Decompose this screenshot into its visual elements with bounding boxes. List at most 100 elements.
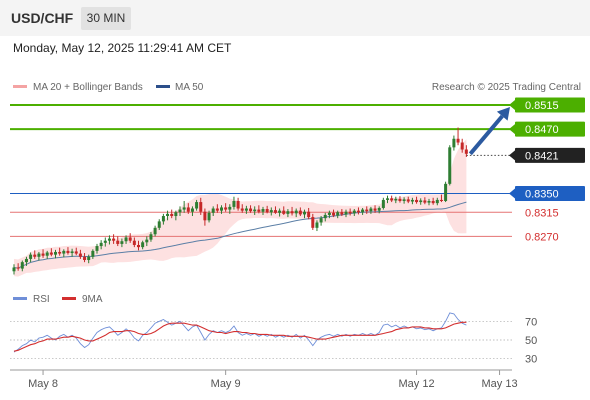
candle-body xyxy=(20,262,24,269)
candle-body xyxy=(419,200,423,203)
candle-body xyxy=(153,227,157,235)
candle-body xyxy=(377,207,381,211)
candle-body xyxy=(340,212,344,215)
candle-body xyxy=(74,251,78,254)
candle-body xyxy=(452,138,456,148)
ma50-legend-swatch xyxy=(156,85,170,88)
level-label-pointer-0.8421 xyxy=(509,150,515,161)
candle-body xyxy=(66,250,70,254)
candle-body xyxy=(307,211,311,218)
candle-body xyxy=(186,207,190,212)
moving-averages xyxy=(13,201,467,269)
candle-body xyxy=(137,244,140,248)
candle-body xyxy=(439,199,443,201)
forecast-arrow xyxy=(468,106,510,156)
level-label-pointer-0.8350 xyxy=(509,188,515,199)
candle-body xyxy=(170,213,174,217)
candle-body xyxy=(62,250,66,254)
candle-body xyxy=(406,199,410,202)
candle-body xyxy=(132,240,136,245)
candle-body xyxy=(298,210,302,215)
candle-body xyxy=(120,241,124,244)
candle-body xyxy=(460,142,464,150)
candle-body xyxy=(116,240,120,244)
candle-body xyxy=(386,198,389,200)
ma50-line xyxy=(13,201,467,269)
rsi-panel: 70 50 30 xyxy=(10,312,537,366)
candle-body xyxy=(244,208,248,211)
candle-body xyxy=(356,210,360,213)
bollinger-band xyxy=(14,139,467,277)
level-label-pointer-0.8470 xyxy=(509,124,515,135)
candle-body xyxy=(311,217,315,228)
candle-body xyxy=(273,210,277,213)
rsi-tick-70: 70 xyxy=(525,316,537,328)
x-tick-label: May 9 xyxy=(211,378,241,390)
candle-body xyxy=(24,258,28,263)
toolbar: USD/CHF 30 MIN xyxy=(0,0,590,36)
rsi-legend: RSI 9MA xyxy=(13,294,103,305)
candle-body xyxy=(369,208,373,212)
candle-body xyxy=(228,206,232,210)
timeframe-button[interactable]: 30 MIN xyxy=(81,7,131,30)
candle-body xyxy=(427,200,431,203)
rsi-ma-legend-swatch xyxy=(62,297,76,300)
candle-body xyxy=(336,212,340,216)
candle-body xyxy=(182,207,186,210)
rsi-tick-50: 50 xyxy=(525,335,537,347)
candle-body xyxy=(37,253,41,257)
candle-body xyxy=(261,209,265,212)
candle-body xyxy=(431,200,435,204)
candle-body xyxy=(282,210,286,214)
forecast-arrow-shaft xyxy=(468,114,504,156)
candle-body xyxy=(456,138,460,143)
candle-body xyxy=(220,207,223,211)
candle-body xyxy=(33,254,37,257)
candle-body xyxy=(269,210,273,213)
candle-body xyxy=(49,252,53,255)
level-label-pointer-0.8515 xyxy=(509,99,515,110)
candle-body xyxy=(83,256,87,261)
candle-body xyxy=(240,208,244,211)
candle-body xyxy=(145,239,149,243)
candle-body xyxy=(286,211,290,214)
candle-body xyxy=(41,253,45,256)
candle-body xyxy=(352,210,356,214)
candle-body xyxy=(107,238,111,241)
candle-body xyxy=(361,209,365,213)
candle-body xyxy=(323,214,327,219)
level-label-0.8315: 0.8315 xyxy=(525,207,559,219)
candle-body xyxy=(253,209,257,212)
candle-body xyxy=(95,246,99,251)
bb-legend-swatch xyxy=(13,85,27,88)
rsi-series-rsi xyxy=(13,312,467,353)
x-axis: May 8 May 9 May 12 May 13 xyxy=(28,370,518,390)
level-label-0.8515: 0.8515 xyxy=(525,100,559,112)
forecast-arrow-head xyxy=(496,106,510,121)
candle-body xyxy=(448,147,452,184)
candle-body xyxy=(78,253,82,257)
level-label-0.8270: 0.8270 xyxy=(525,231,559,243)
bollinger-band-fill xyxy=(14,139,467,277)
candle-body xyxy=(29,254,33,259)
candle-body xyxy=(99,242,103,247)
candle-body xyxy=(435,199,439,204)
candle-body xyxy=(199,202,203,212)
candle-body xyxy=(265,209,269,213)
candle-body xyxy=(54,251,57,255)
candle-body xyxy=(415,199,419,203)
level-label-bg-0.8515 xyxy=(515,97,585,113)
candle-body xyxy=(174,212,178,217)
ma50-legend-label: MA 50 xyxy=(175,82,204,93)
symbol-title: USD/CHF xyxy=(11,10,74,26)
candle-body xyxy=(249,208,253,212)
candle-body xyxy=(203,211,207,221)
candle-body xyxy=(207,212,211,221)
candle-body xyxy=(195,202,199,209)
level-labels: 0.8515 0.8470 0.8421 0.8350 0.8315 0.8270 xyxy=(509,97,585,243)
x-tick-label: May 12 xyxy=(399,378,435,390)
candle-body xyxy=(128,237,132,241)
rsi-ma-legend-label: 9MA xyxy=(82,294,103,305)
candle-body xyxy=(12,267,16,272)
candle-body xyxy=(124,237,128,242)
